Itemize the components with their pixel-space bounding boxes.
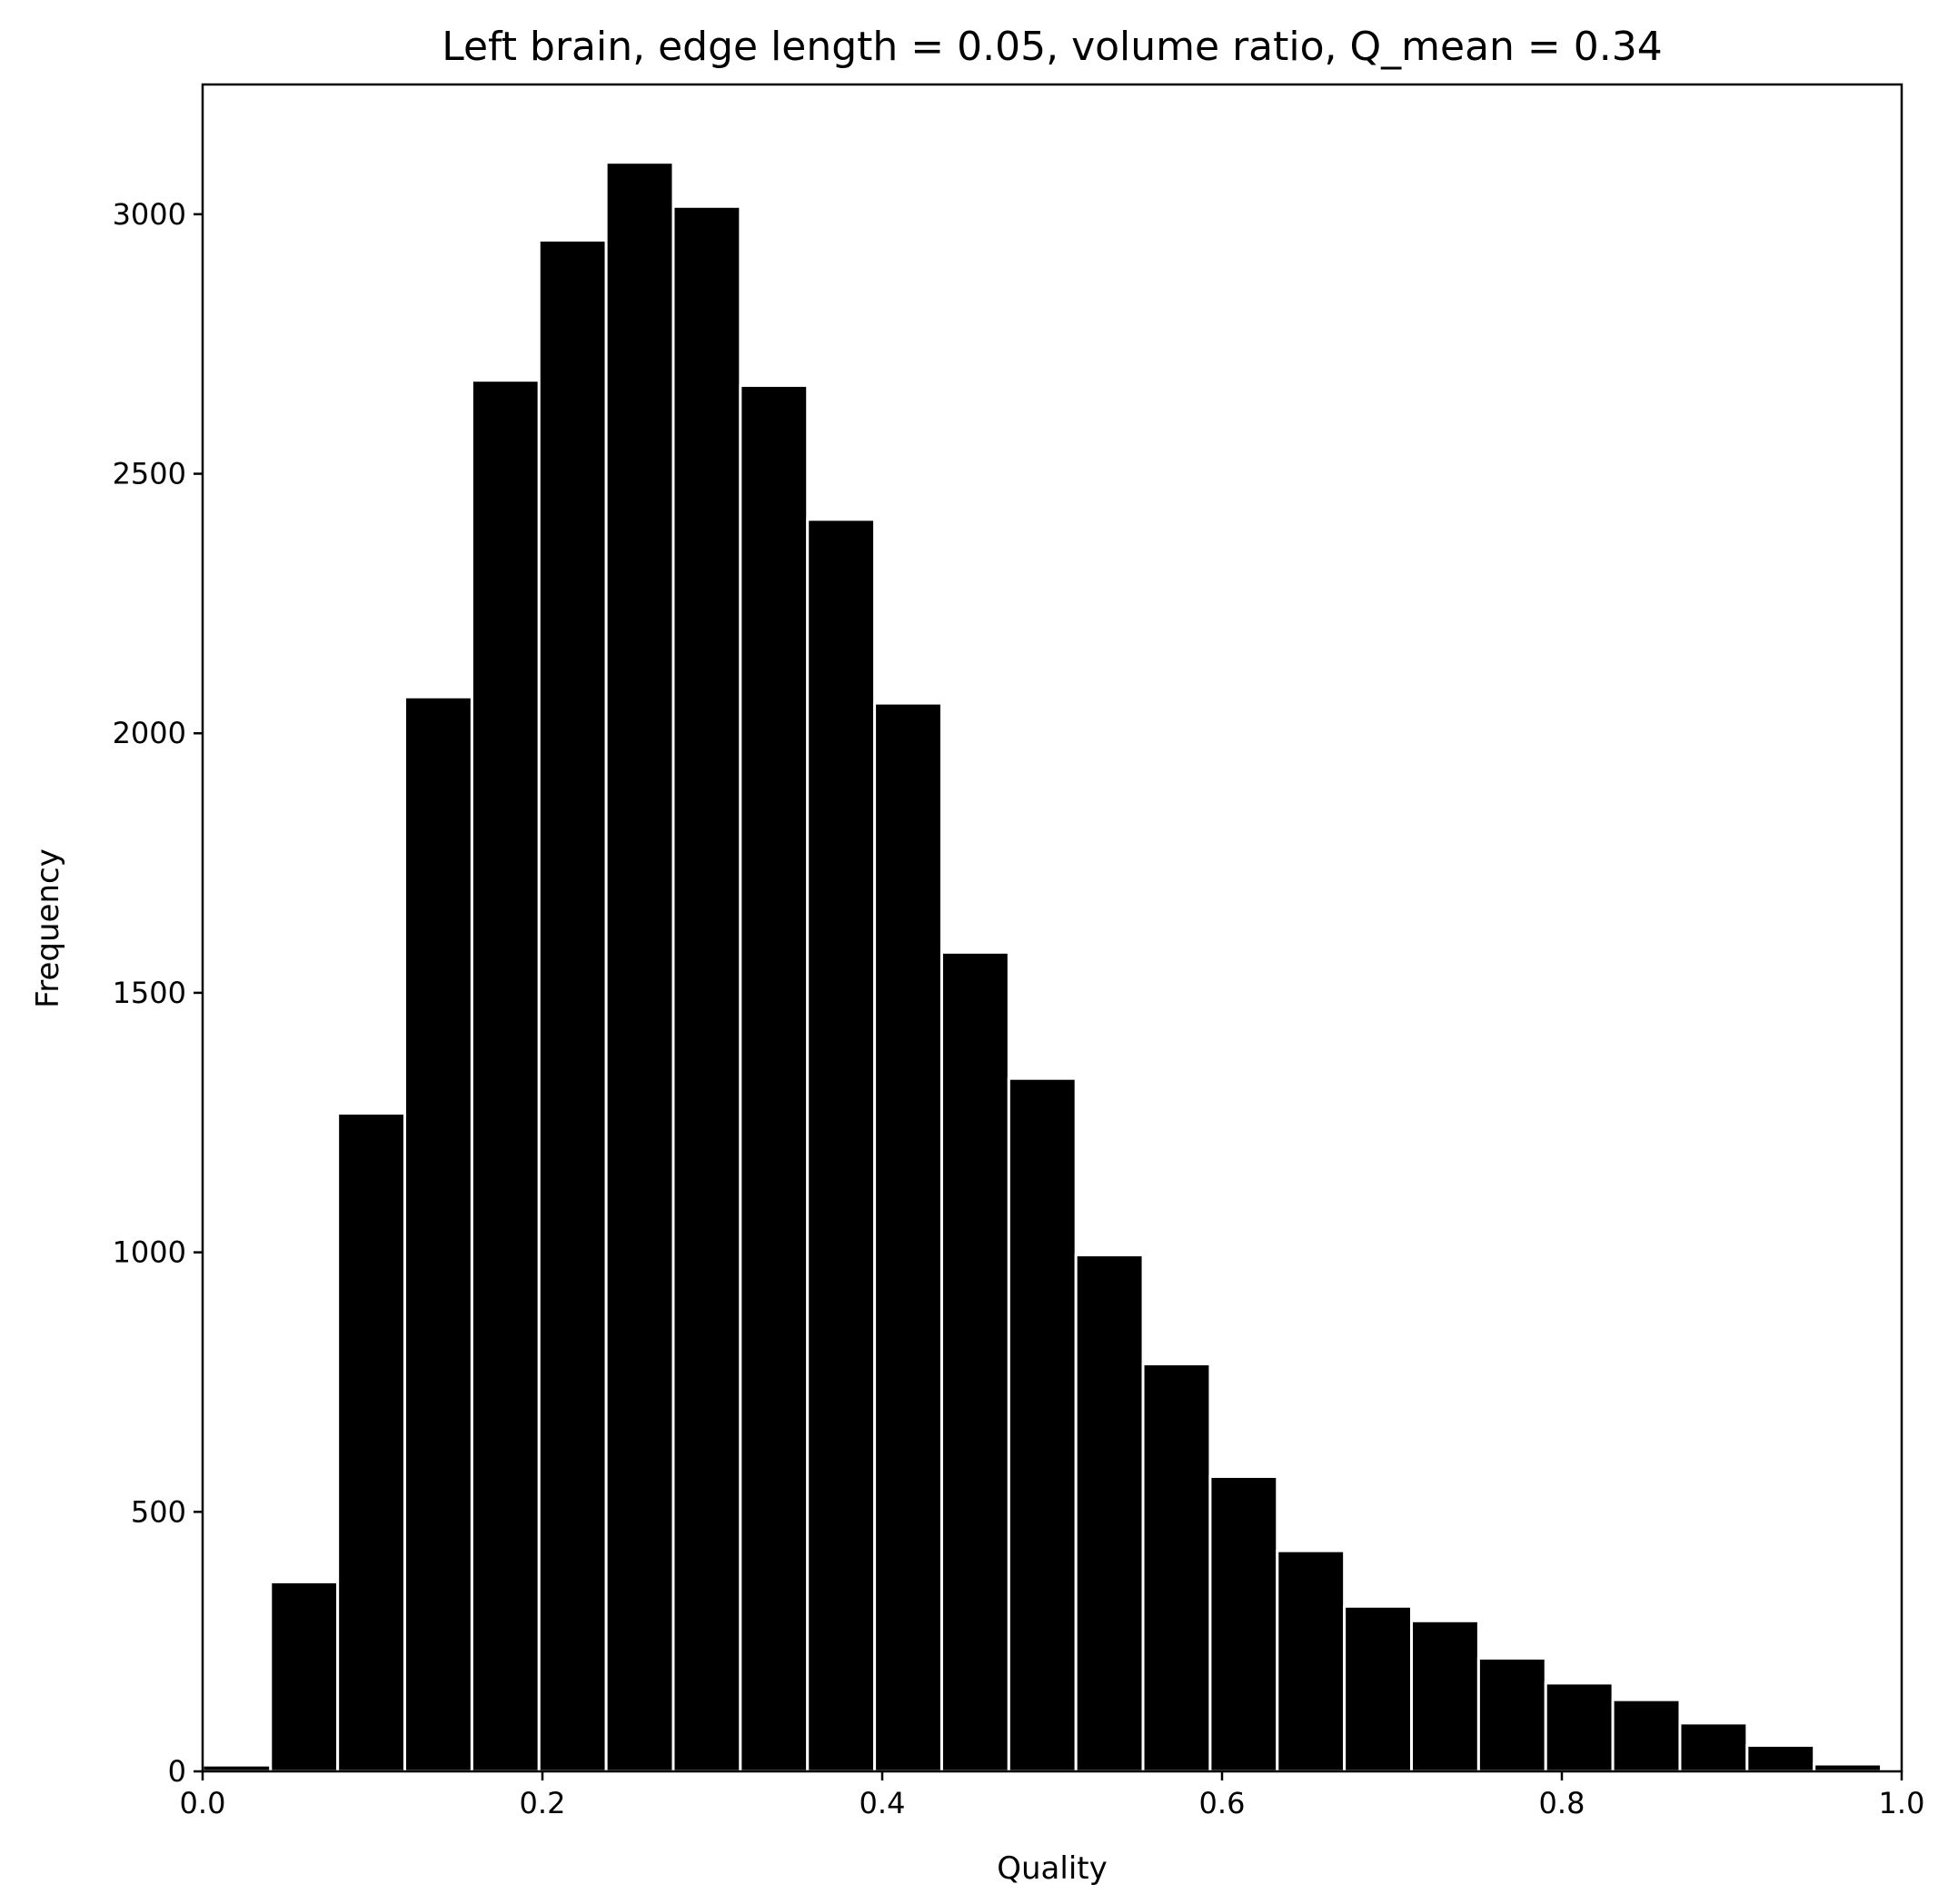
histogram-bar [1141,1362,1212,1773]
histogram-bar [1476,1656,1547,1773]
histogram-bar [604,161,675,1773]
histogram-bar [1678,1721,1749,1773]
x-axis-label: Quality [997,1850,1108,1887]
histogram-bar [470,379,541,1773]
histogram-bar [1276,1549,1347,1773]
histogram-bar [1611,1698,1682,1773]
histogram-bar [939,950,1010,1773]
histogram-bar [1410,1619,1480,1773]
bars-group [201,161,1883,1773]
y-axis-ticks: 0 500 1000 1500 2000 2500 3000 [113,197,203,1789]
x-tick-label: 0.8 [1539,1786,1585,1820]
y-tick-label: 1500 [113,976,186,1010]
histogram-bar [403,695,473,1773]
x-axis-ticks: 0.0 0.2 0.4 0.6 0.8 1.0 [180,1771,1925,1820]
histogram-bar [1544,1681,1615,1773]
chart-title: Left brain, edge length = 0.05, volume r… [442,24,1662,70]
x-tick-label: 0.4 [860,1786,906,1820]
histogram-bar [537,238,608,1773]
y-axis-label: Frequency [30,848,66,1008]
histogram-bar [1074,1253,1145,1773]
histogram-bar [1343,1604,1414,1773]
histogram-bar [1007,1076,1078,1773]
y-tick-label: 0 [168,1754,186,1789]
y-tick-label: 2000 [113,716,186,750]
histogram-bar [336,1111,407,1773]
histogram-bar [1745,1743,1816,1773]
x-tick-label: 0.6 [1199,1786,1246,1820]
histogram-bar [806,518,877,1773]
x-tick-label: 1.0 [1879,1786,1925,1820]
histogram-bar [873,701,943,1773]
plot-frame [201,83,1903,1773]
y-tick-label: 500 [131,1494,186,1529]
histogram-bar [739,383,810,1773]
histogram-bar [671,204,742,1773]
y-tick-label: 1000 [113,1235,186,1270]
histogram-bar [1208,1474,1279,1773]
x-tick-label: 0.0 [180,1786,226,1820]
histogram-bar [269,1580,340,1773]
y-tick-label: 3000 [113,197,186,232]
y-tick-label: 2500 [113,457,186,491]
x-tick-label: 0.2 [520,1786,566,1820]
